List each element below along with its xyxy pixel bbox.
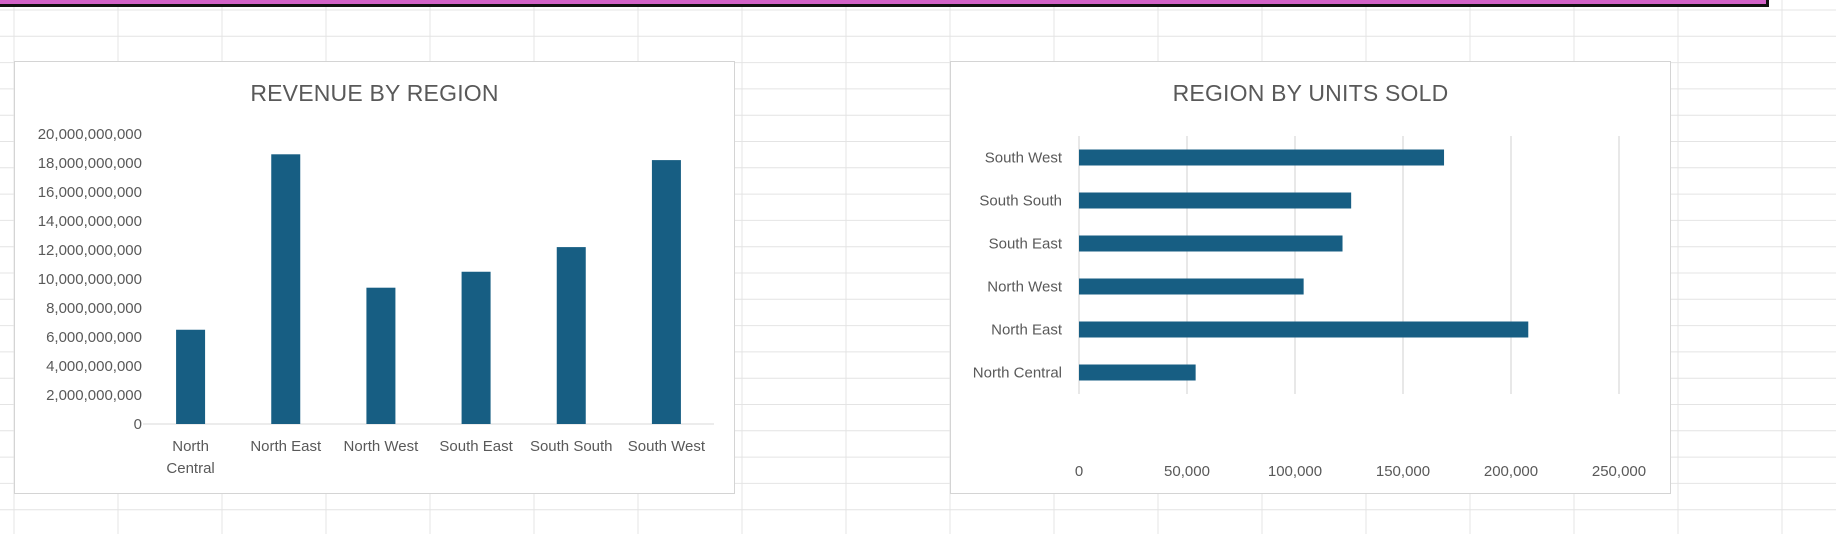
units-bar xyxy=(1079,364,1196,381)
y-tick-label: 6,000,000,000 xyxy=(46,329,142,346)
region-by-units-sold-chart[interactable]: REGION BY UNITS SOLD 0 50,000 100,000 150,0… xyxy=(950,61,1671,494)
x-tick-label: 100,000 xyxy=(1268,463,1322,480)
x-tick-label: 50,000 xyxy=(1164,463,1210,480)
y-tick-label: 14,000,000,000 xyxy=(38,213,142,230)
revenue-bar xyxy=(461,271,491,424)
y-tick-label: 20,000,000,000 xyxy=(38,126,142,143)
y-tick-label: South East xyxy=(989,236,1063,253)
units-bar xyxy=(1079,278,1304,295)
y-tick-label: 8,000,000,000 xyxy=(46,300,142,317)
x-tick-label: Central xyxy=(166,460,214,477)
revenue-bar xyxy=(366,287,396,424)
y-tick-label: North East xyxy=(991,322,1063,339)
y-tick-label: 2,000,000,000 xyxy=(46,387,142,404)
units-bar xyxy=(1079,235,1343,252)
units-plot-area: 0 50,000 100,000 150,000 200,000 250,000 North… xyxy=(973,136,1646,480)
revenue-bar xyxy=(556,247,586,424)
y-tick-label: 0 xyxy=(134,416,142,433)
y-tick-label: North Central xyxy=(973,365,1062,382)
revenue-bar xyxy=(651,160,681,424)
x-tick-label: 250,000 xyxy=(1592,463,1646,480)
y-tick-label: South South xyxy=(979,193,1062,210)
y-tick-label: 4,000,000,000 xyxy=(46,358,142,375)
x-tick-label: South West xyxy=(628,438,706,455)
units-bar xyxy=(1079,321,1529,338)
units-bar xyxy=(1079,192,1352,209)
revenue-bar xyxy=(271,154,301,425)
x-tick-label: North xyxy=(172,438,209,455)
x-tick-label: 200,000 xyxy=(1484,463,1538,480)
y-tick-label: 16,000,000,000 xyxy=(38,184,142,201)
revenue-by-region-chart[interactable]: REVENUE BY REGION 0 2,000,000,000 4,000,00… xyxy=(14,61,735,494)
revenue-plot-area: 0 2,000,000,000 4,000,000,000 6,000,000,000… xyxy=(38,126,714,477)
x-tick-label: North East xyxy=(250,438,322,455)
revenue-bar xyxy=(176,329,206,424)
header-banner xyxy=(0,0,1769,7)
chart-title: REGION BY UNITS SOLD xyxy=(1172,80,1449,106)
x-tick-label: North West xyxy=(344,438,420,455)
x-tick-label: 0 xyxy=(1075,463,1083,480)
y-tick-label: South West xyxy=(985,150,1063,167)
x-tick-label: 150,000 xyxy=(1376,463,1430,480)
y-tick-label: 10,000,000,000 xyxy=(38,271,142,288)
y-tick-label: 12,000,000,000 xyxy=(38,242,142,259)
chart-title: REVENUE BY REGION xyxy=(250,80,499,106)
x-tick-label: South East xyxy=(439,438,513,455)
x-tick-label: South South xyxy=(530,438,613,455)
units-bar xyxy=(1079,149,1445,166)
y-tick-label: North West xyxy=(987,279,1063,296)
y-tick-label: 18,000,000,000 xyxy=(38,155,142,172)
